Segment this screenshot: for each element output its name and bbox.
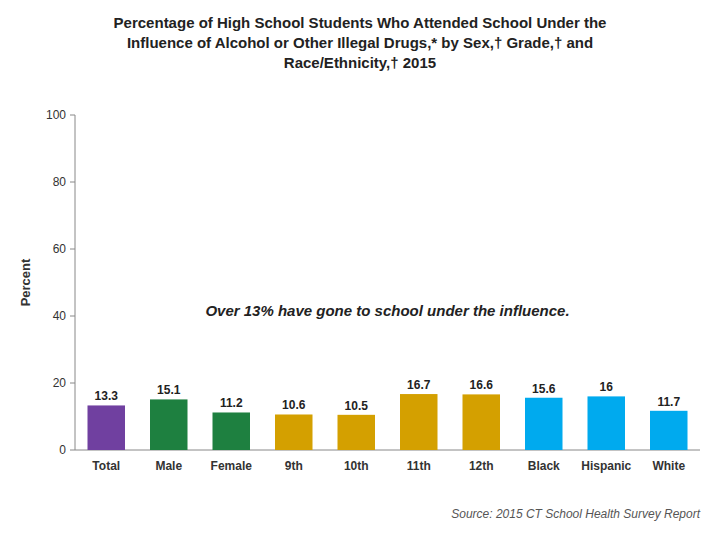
y-tick [70,316,75,317]
data-label: 10.5 [345,399,369,413]
chart-container: Percentage of High School Students Who A… [0,0,720,540]
x-tick-label: 9th [285,459,303,473]
x-tick-label: 11th [407,459,431,473]
bar [213,412,251,450]
data-label: 15.6 [532,382,556,396]
data-label: 16.6 [470,378,494,392]
data-label: 11.7 [657,395,680,409]
bars [88,394,688,450]
y-axis: 0 20 40 60 80 100 [46,108,75,457]
bar [588,396,626,450]
x-tick-label: White [652,459,685,473]
data-label: 16.7 [407,378,431,392]
data-label: 15.1 [157,383,181,397]
x-tick-label: 12th [469,459,494,473]
data-label: 10.6 [282,398,306,412]
y-tick [70,182,75,183]
bar [463,394,501,450]
y-tick-label: 100 [46,108,66,122]
x-tick-label: Male [155,459,182,473]
y-axis-label: Percent [18,258,33,306]
x-axis: Total Male Female 9th 10th 11th 12th Black Hispa… [92,459,685,473]
bar [400,394,438,450]
bar [150,399,188,450]
data-labels: 13.3 15.1 11.2 10.6 10.5 16.7 16.6 15.6 16 11.7 [95,378,681,413]
y-tick-label: 20 [53,376,67,390]
y-tick [70,450,75,451]
x-tick-label: Total [92,459,120,473]
title: Percentage of High School Students Who A… [114,14,607,71]
y-tick-label: 0 [59,443,66,457]
y-tick-label: 60 [53,242,67,256]
data-label: 11.2 [220,396,243,410]
y-axis-line [75,115,76,450]
y-tick [70,249,75,250]
title-line: Influence of Alcohol or Other Illegal Dr… [127,34,593,51]
x-tick-label: Black [528,459,560,473]
chart-svg: Percentage of High School Students Who A… [0,0,720,540]
x-tick-label: Female [211,459,253,473]
y-tick [70,115,75,116]
title-line: Race/Ethnicity,† 2015 [284,54,436,71]
y-tick-label: 80 [53,175,67,189]
data-label: 16 [600,380,614,394]
bar [88,405,126,450]
title-line: Percentage of High School Students Who A… [114,14,607,31]
bar [338,415,376,450]
y-tick [70,383,75,384]
x-tick-label: Hispanic [581,459,631,473]
x-tick-label: 10th [344,459,369,473]
y-tick-label: 40 [53,309,67,323]
bar [275,414,313,450]
annotation: Over 13% have gone to school under the i… [205,302,569,319]
source: Source: 2015 CT School Health Survey Rep… [451,507,700,521]
bar [650,411,688,450]
data-label: 13.3 [95,389,119,403]
bar [525,398,563,450]
